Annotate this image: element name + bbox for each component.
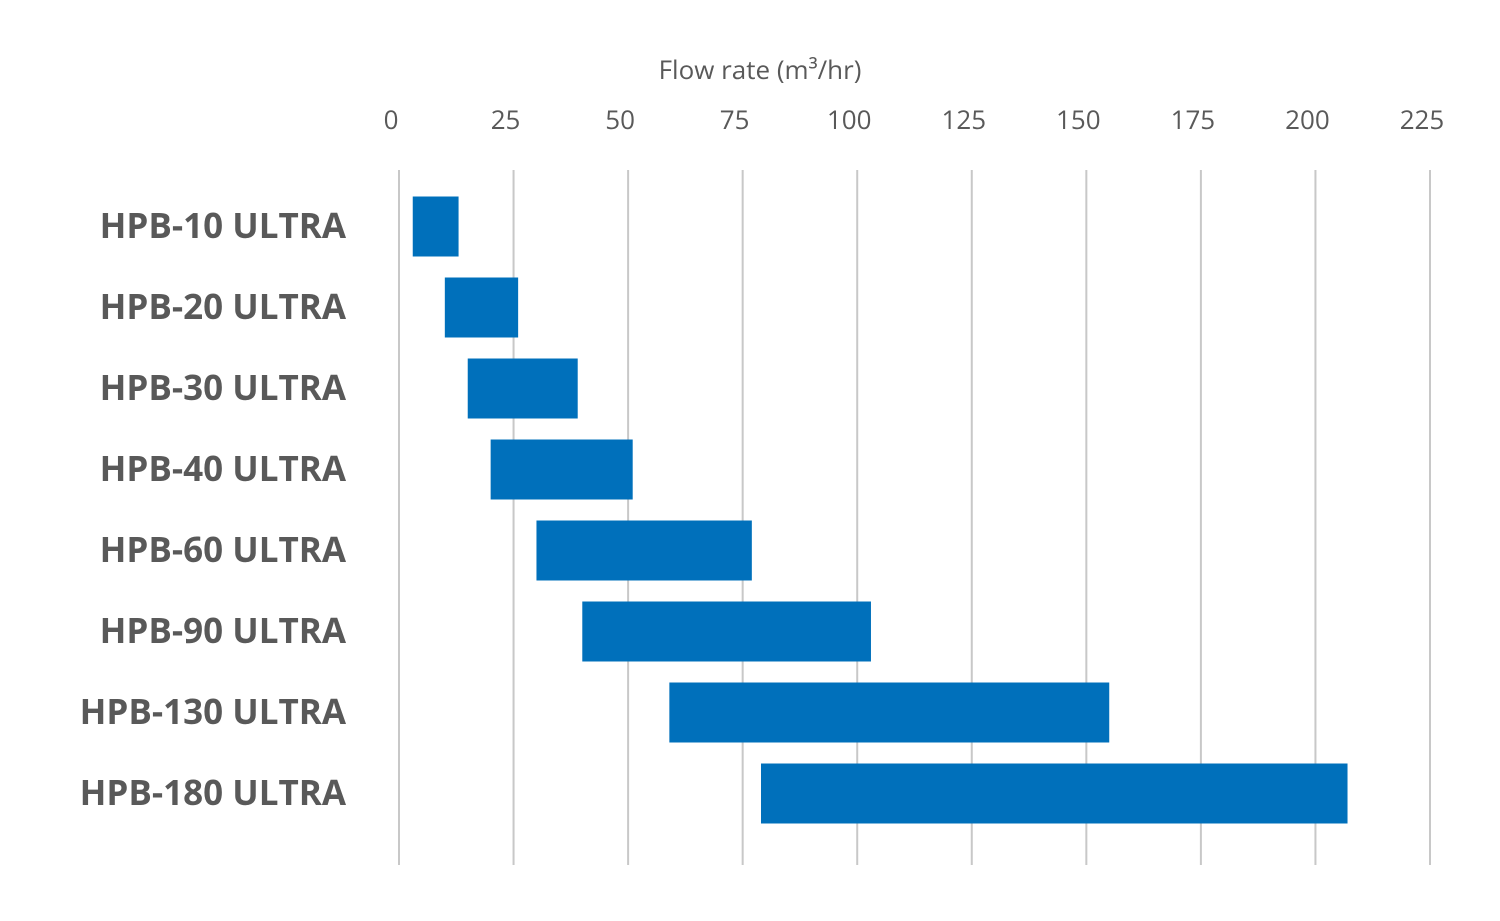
x-tick-label: 225 <box>1400 101 1445 137</box>
y-tick-label: HPB-130 ULTRA <box>80 688 347 735</box>
y-tick-label: HPB-90 ULTRA <box>100 607 347 654</box>
bar <box>669 682 1110 743</box>
bar <box>536 520 752 581</box>
bar <box>760 763 1348 824</box>
x-tick-label: 100 <box>827 101 872 137</box>
x-tick-label: 200 <box>1285 101 1330 137</box>
x-tick-label: 150 <box>1056 101 1101 137</box>
y-tick-label: HPB-60 ULTRA <box>100 526 347 573</box>
axis-title: Flow rate (m³/hr) <box>659 51 862 87</box>
x-tick-label: 125 <box>941 101 986 137</box>
bar <box>412 196 459 257</box>
bar <box>490 439 633 500</box>
y-tick-label: HPB-20 ULTRA <box>100 283 347 330</box>
bar <box>444 277 519 338</box>
x-tick-label: 50 <box>605 101 635 137</box>
y-tick-label: HPB-30 ULTRA <box>100 364 347 411</box>
x-tick-label: 0 <box>384 101 399 137</box>
bar <box>582 601 871 662</box>
y-tick-label: HPB-40 ULTRA <box>100 445 347 492</box>
y-tick-label: HPB-10 ULTRA <box>100 202 347 249</box>
x-tick-label: 175 <box>1171 101 1216 137</box>
x-tick-label: 25 <box>491 101 521 137</box>
bar <box>467 358 578 419</box>
y-tick-label: HPB-180 ULTRA <box>80 769 347 816</box>
x-tick-label: 75 <box>720 101 750 137</box>
